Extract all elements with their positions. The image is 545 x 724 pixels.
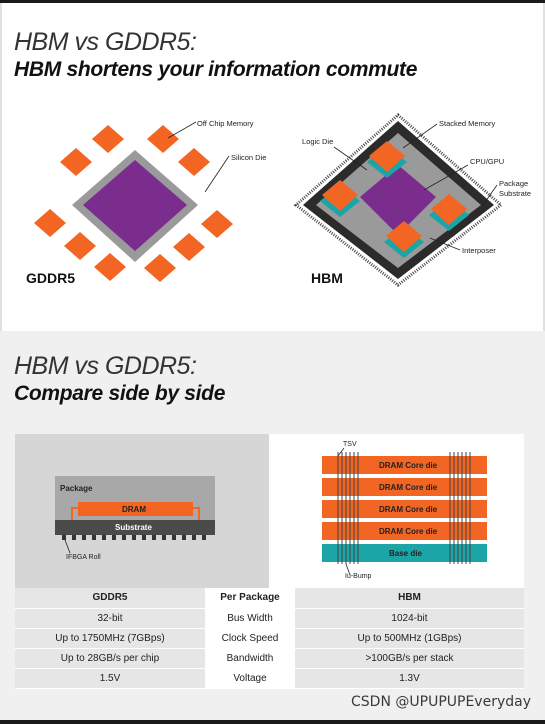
label-dram-core-die-4: DRAM Core die [379,527,438,536]
callout-package: Package [499,179,529,188]
hbm-stacked-memory [320,141,469,258]
memory-chip [34,209,66,237]
label-substrate: Substrate [115,523,152,532]
hbm-dram-layers [322,456,487,540]
memory-chip [147,125,179,153]
section1-subtitle: HBM shortens your information commute [14,58,418,81]
table-row: 1.5V Voltage 1.3V [15,668,524,689]
row-label-voltage: Voltage [205,668,295,689]
hbm-bandwidth: >100GB/s per stack [295,648,524,669]
label-package: Package [60,484,93,493]
section2-subtitle: Compare side by side [14,382,226,405]
gddr5-bus-width: 32-bit [15,608,205,629]
gddr5-dram-block [78,502,193,516]
gddr5-diagram [34,113,504,287]
top-border [0,0,545,3]
table-row: 32-bit Bus Width 1024-bit [15,608,524,629]
gddr5-label: GDDR5 [26,270,76,286]
table-header-row: GDDR5 Per Package HBM [15,588,524,609]
memory-chip [92,125,124,153]
header-hbm: HBM [295,588,524,609]
row-label-clock-speed: Clock Speed [205,628,295,649]
label-tsv: TSV [343,441,357,448]
label-dram: DRAM [122,505,146,514]
hbm-bus-width: 1024-bit [295,608,524,629]
hbm-label: HBM [311,270,343,286]
memory-chip [94,253,126,281]
callout-logic-die: Logic Die [302,137,334,146]
memory-chip [201,210,233,238]
gddr5-memory-chips [34,125,233,282]
callout-substrate: Substrate [499,189,532,198]
gddr5-clock-speed: Up to 1750MHz (7GBps) [15,628,205,649]
hbm-voltage: 1.3V [295,668,524,689]
hbm-tsv-lines [337,452,471,564]
callout-silicon-die: Silicon Die [231,153,267,162]
hbm-clock-speed: Up to 500MHz (1GBps) [295,628,524,649]
callout-off-chip-memory: Off Chip Memory [197,119,254,128]
table-row: Up to 1750MHz (7GBps) Clock Speed Up to … [15,628,524,649]
section2-title: HBM vs GDDR5: [14,352,197,380]
label-dram-core-die-1: DRAM Core die [379,461,438,470]
hbm-base-die [322,544,487,562]
row-label-bus-width: Bus Width [205,608,295,629]
memory-chip [173,233,205,261]
label-base-die: Base die [389,549,422,558]
watermark: CSDN @UPUPUPEveryday [351,694,531,710]
gddr5-substrate [55,520,215,535]
header-gddr5: GDDR5 [15,588,205,609]
memory-chip [178,148,210,176]
label-dram-core-die-2: DRAM Core die [379,483,438,492]
section1-title: HBM vs GDDR5: [14,28,197,56]
gddr5-voltage: 1.5V [15,668,205,689]
memory-chip [60,148,92,176]
table-row: Up to 28GB/s per chip Bandwidth >100GB/s… [15,648,524,669]
gddr5-silicon-die [83,160,187,251]
callout-stacked-memory: Stacked Memory [439,119,496,128]
memory-chip [64,232,96,260]
gddr5-bandwidth: Up to 28GB/s per chip [15,648,205,669]
header-per-package: Per Package [205,588,295,609]
callout-cpu-gpu: CPU/GPU [470,157,505,166]
label-ubump: Iu-Bump [345,573,372,580]
memory-chip [144,254,176,282]
label-dram-core-die-3: DRAM Core die [379,505,438,514]
gddr5-bga-balls [62,535,206,540]
section-commute [0,3,545,331]
row-label-bandwidth: Bandwidth [205,648,295,669]
label-ifbga-roll: IFBGA Roll [66,554,101,561]
bottom-border [0,720,545,724]
callout-interposer: Interposer [462,246,496,255]
comparison-table: GDDR5 Per Package HBM 32-bit Bus Width 1… [15,588,524,689]
hbm-cpu-gpu [360,165,436,235]
